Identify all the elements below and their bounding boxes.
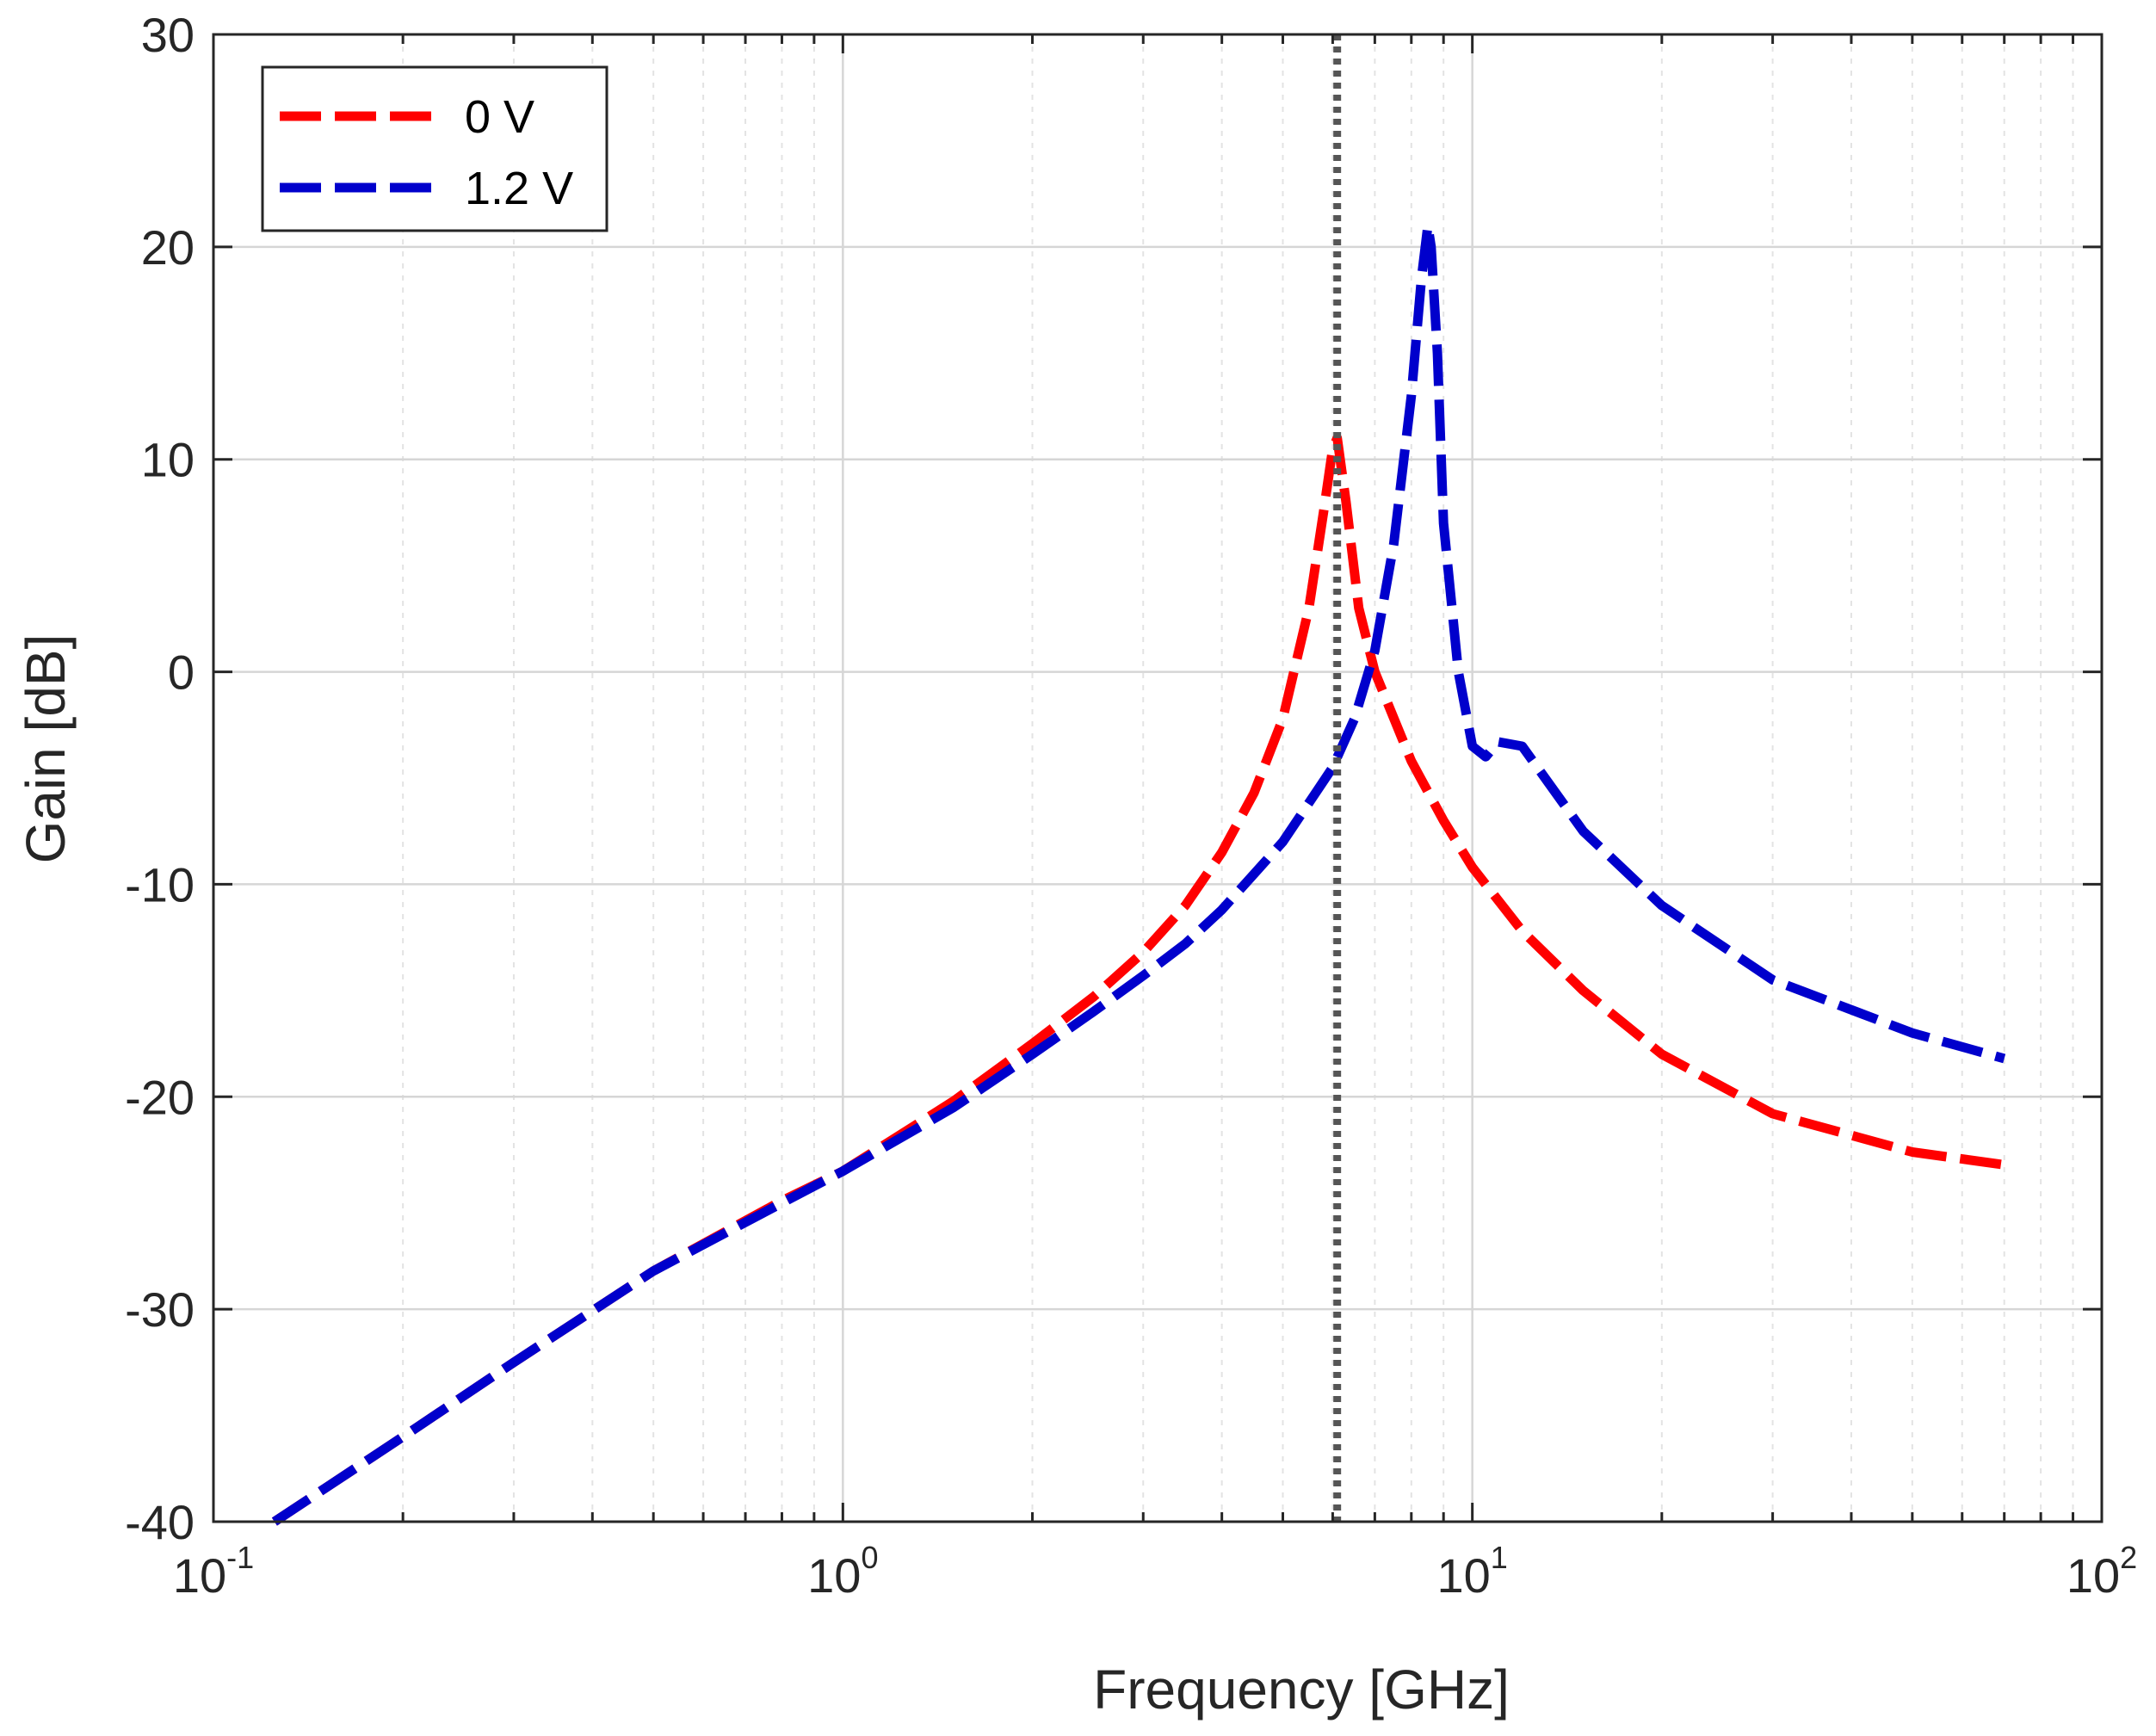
legend-box — [261, 65, 608, 232]
x-tick-base: 10 — [807, 1548, 861, 1603]
y-tick-label: 0 — [168, 646, 195, 700]
series-line-0 — [271, 433, 2005, 1526]
major-gridlines — [213, 34, 2102, 1522]
x-tick-exponent: 2 — [2120, 1540, 2137, 1575]
y-tick-label: 30 — [141, 8, 195, 62]
series-layer — [271, 220, 2006, 1526]
x-tick-base: 10 — [1437, 1548, 1491, 1603]
x-tick-exponent: 0 — [861, 1540, 878, 1575]
series-line-1 — [271, 220, 2006, 1526]
plot-frame — [212, 33, 2103, 1523]
x-tick-exponent: -1 — [226, 1540, 254, 1575]
x-tick-label: 100 — [807, 1540, 878, 1603]
x-axis-label: Frequency [GHz] — [1093, 1659, 1510, 1721]
legend-label-0v: 0 V — [465, 91, 534, 143]
x-tick-exponent: 1 — [1491, 1540, 1508, 1575]
legend: 0 V 1.2 V — [261, 65, 608, 232]
x-tick-label: 101 — [1437, 1540, 1508, 1603]
axis-ticks — [212, 33, 2103, 1523]
x-tick-labels: 10-1 100 101 102 — [173, 1540, 2137, 1603]
y-tick-label: -30 — [125, 1282, 195, 1337]
y-tick-label: -40 — [125, 1495, 195, 1549]
legend-label-1-2v: 1.2 V — [465, 163, 573, 214]
y-axis-label: Gain [dB] — [15, 634, 77, 864]
y-tick-labels: 30 20 10 0 -10 -20 -30 -40 — [125, 8, 195, 1549]
y-tick-label: -20 — [125, 1070, 195, 1124]
y-tick-label: -10 — [125, 857, 195, 911]
x-tick-label: 10-1 — [173, 1540, 254, 1603]
x-tick-base: 10 — [2066, 1548, 2120, 1603]
y-tick-label: 10 — [141, 433, 195, 487]
x-tick-base: 10 — [173, 1548, 226, 1603]
x-tick-label: 102 — [2066, 1540, 2137, 1603]
y-tick-label: 20 — [141, 220, 195, 275]
